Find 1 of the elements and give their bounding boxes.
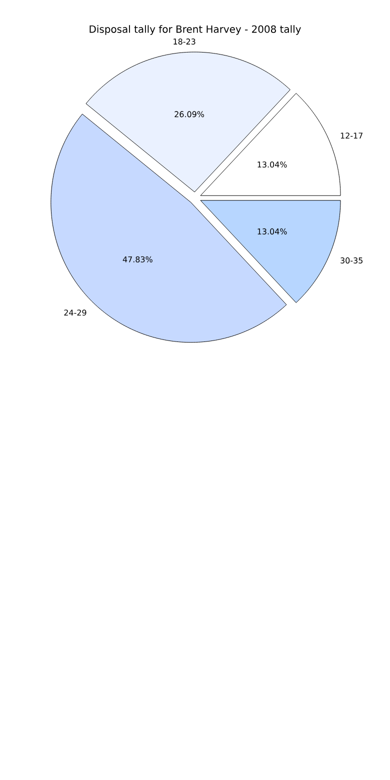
chart-title: Disposal tally for Brent Harvey - 2008 tally: [90, 25, 301, 35]
